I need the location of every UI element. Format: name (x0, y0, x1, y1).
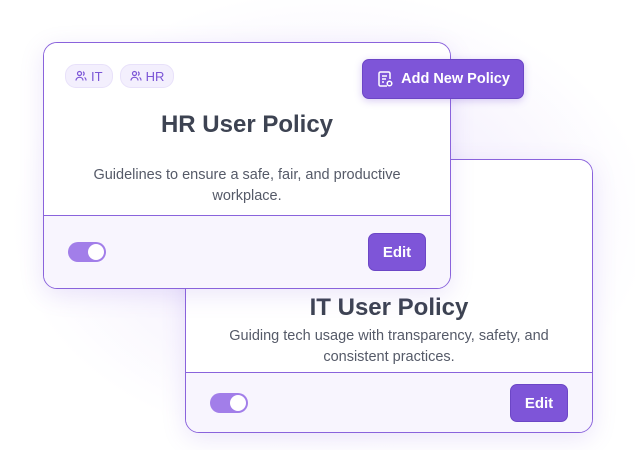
edit-button[interactable]: Edit (510, 384, 568, 422)
tag-it: IT (65, 64, 113, 88)
policy-card-hr: IT HR HR User Policy Guidelines to ensur… (43, 42, 451, 289)
add-new-policy-button[interactable]: Add New Policy (362, 59, 524, 99)
policy-card-it: IT User Policy Guiding tech usage with t… (185, 159, 593, 433)
document-shield-icon (378, 71, 393, 87)
policy-description: Guidelines to ensure a safe, fair, and p… (93, 167, 401, 204)
policy-title: IT User Policy (309, 294, 469, 321)
users-icon (75, 70, 87, 81)
policy-enabled-toggle[interactable] (68, 242, 106, 262)
policy-description: Guiding tech usage with transparency, sa… (229, 328, 549, 365)
policy-enabled-toggle[interactable] (210, 393, 248, 413)
users-icon (129, 70, 142, 81)
policy-title: HR User Policy (160, 111, 334, 138)
tag-hr: HR (119, 64, 175, 88)
edit-button[interactable]: Edit (368, 233, 426, 271)
